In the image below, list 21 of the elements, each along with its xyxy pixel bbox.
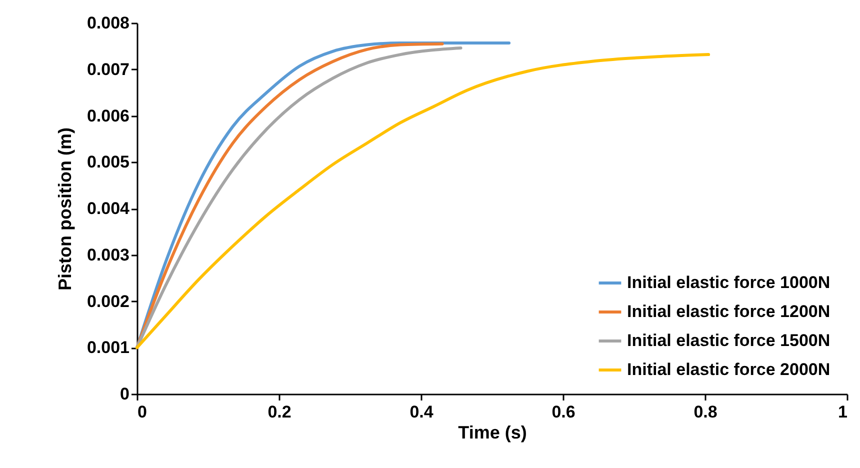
legend-label: Initial elastic force 1500N bbox=[627, 331, 830, 350]
y-tick-label: 0.005 bbox=[86, 152, 130, 172]
y-axis-title: Piston position (m) bbox=[54, 128, 75, 290]
y-tick-label: 0.003 bbox=[86, 245, 130, 264]
y-tick-label: 0.002 bbox=[86, 292, 130, 311]
x-tick-label: 0.8 bbox=[694, 402, 718, 422]
legend-label: Initial elastic force 1200N bbox=[627, 302, 830, 321]
x-tick-label: 0 bbox=[138, 402, 147, 422]
legend-label: Initial elastic force 2000N bbox=[627, 360, 830, 379]
x-tick-label: 1 bbox=[838, 402, 848, 422]
y-tick-label: 0 bbox=[120, 384, 130, 404]
x-tick-label: 0.2 bbox=[268, 402, 292, 422]
y-tick-label: 0.006 bbox=[86, 106, 130, 126]
x-axis-title: Time (s) bbox=[458, 422, 527, 442]
y-tick-label: 0.004 bbox=[86, 199, 130, 218]
y-tick-label: 0.007 bbox=[86, 60, 130, 79]
y-tick-label: 0.001 bbox=[86, 338, 130, 358]
legend-label: Initial elastic force 1000N bbox=[627, 273, 830, 292]
x-tick-label: 0.6 bbox=[552, 402, 576, 422]
x-tick-label: 0.4 bbox=[410, 402, 434, 422]
y-tick-label: 0.008 bbox=[86, 14, 130, 32]
